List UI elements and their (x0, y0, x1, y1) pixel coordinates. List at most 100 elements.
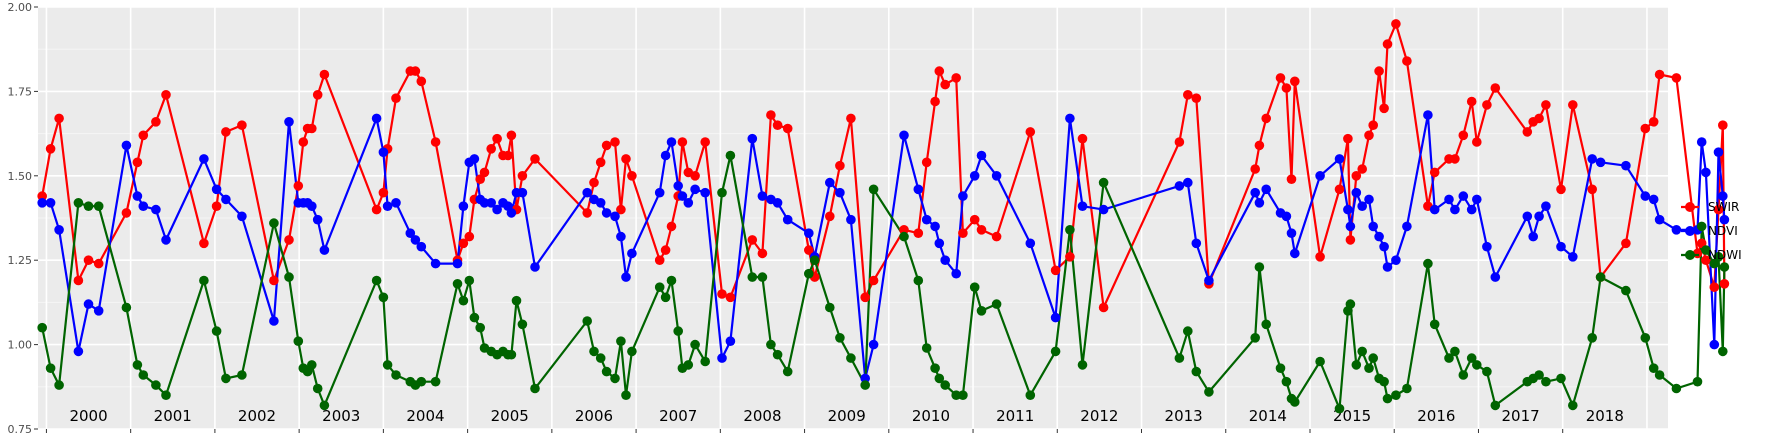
data-point-swir (595, 157, 606, 168)
data-point-swir (860, 292, 870, 303)
data-point-swir (1718, 120, 1728, 130)
data-point-ndvi (1065, 113, 1075, 124)
data-point-ndvi (382, 201, 393, 211)
data-point-swir (1490, 83, 1501, 93)
data-point-ndwi (1541, 376, 1551, 387)
data-point-ndvi (677, 191, 688, 201)
data-point-ndwi (1621, 285, 1631, 296)
data-point-ndvi (1541, 201, 1551, 211)
data-point-ndvi (627, 248, 637, 259)
data-point-ndvi (595, 198, 606, 208)
data-point-ndvi (1261, 184, 1271, 195)
data-point-ndvi (45, 198, 56, 208)
data-point-swir (627, 171, 637, 181)
data-point-swir (1429, 167, 1440, 178)
data-point-swir (747, 235, 758, 245)
data-point-ndvi (825, 177, 835, 188)
data-point-ndwi (673, 326, 683, 336)
data-point-ndvi (486, 198, 497, 208)
data-point-ndwi (284, 272, 294, 282)
data-point-ndwi (747, 272, 758, 282)
data-point-ndwi (1368, 353, 1378, 363)
data-point-ndwi (683, 360, 694, 370)
data-point-ndwi (199, 275, 209, 286)
data-point-ndwi (1334, 403, 1345, 414)
data-point-ndwi (132, 360, 143, 370)
series-points (37, 19, 1730, 414)
data-point-swir (464, 231, 475, 242)
data-point-ndwi (846, 353, 856, 363)
data-point-swir (930, 96, 940, 107)
data-point-ndwi (666, 275, 677, 286)
data-point-ndwi (1402, 383, 1412, 394)
data-point-ndwi (1391, 390, 1401, 401)
data-point-ndvi (951, 268, 961, 279)
data-point-ndwi (766, 339, 776, 350)
data-point-ndwi (1671, 383, 1682, 394)
data-point-ndwi (582, 316, 592, 326)
data-point-swir (899, 225, 909, 235)
data-point-ndwi (1482, 366, 1492, 377)
data-point-ndwi (121, 302, 132, 313)
data-point-swir (934, 66, 945, 76)
legend: SWIR NDVI NDWI (1681, 200, 1742, 262)
data-point-ndwi (921, 343, 932, 353)
data-point-ndvi (1281, 211, 1292, 222)
data-point-swir (1275, 73, 1286, 83)
data-point-swir (1379, 103, 1389, 114)
data-point-ndwi (1534, 370, 1544, 380)
data-point-ndvi (940, 255, 950, 265)
data-point-ndvi (284, 117, 294, 127)
data-point-ndwi (391, 370, 401, 380)
data-point-ndwi (913, 275, 924, 286)
data-point-ndvi (492, 204, 502, 215)
data-point-swir (1364, 130, 1374, 141)
data-point-ndwi (1458, 370, 1469, 380)
year-label: 2016 (1417, 407, 1455, 425)
data-point-ndvi (1587, 154, 1597, 164)
data-point-ndwi (1183, 326, 1193, 336)
legend-key-point (1685, 202, 1695, 212)
data-point-ndwi (416, 376, 427, 387)
year-label: 2014 (1249, 407, 1287, 425)
data-point-swir (757, 248, 768, 259)
data-point-ndvi (1568, 251, 1578, 262)
data-point-ndwi (660, 292, 671, 303)
data-point-swir (835, 160, 845, 171)
data-point-swir (121, 208, 132, 218)
data-point-ndwi (1450, 346, 1460, 357)
data-point-ndvi (660, 150, 671, 161)
data-point-ndvi (1648, 194, 1659, 205)
data-point-swir (1640, 123, 1651, 134)
data-point-ndvi (469, 154, 480, 164)
data-point-ndvi (1556, 241, 1566, 252)
data-point-ndwi (211, 326, 222, 336)
data-point-ndvi (1466, 204, 1477, 215)
data-point-ndvi (269, 316, 279, 326)
data-point-swir (161, 90, 171, 100)
data-point-swir (93, 258, 104, 269)
data-point-ndwi (1648, 363, 1659, 374)
data-point-ndvi (804, 228, 814, 238)
data-point-ndwi (1696, 221, 1707, 232)
data-point-ndvi (416, 241, 427, 252)
data-point-swir (1191, 93, 1202, 103)
data-point-ndwi (45, 363, 56, 374)
data-point-ndvi (747, 133, 758, 144)
data-point-swir (825, 211, 835, 222)
data-point-ndwi (530, 383, 540, 394)
data-point-ndwi (1174, 353, 1185, 363)
data-point-swir (1402, 56, 1412, 66)
legend-label: NDWI (1708, 248, 1742, 262)
data-point-ndwi (54, 380, 64, 390)
data-point-ndvi (319, 245, 330, 255)
data-point-ndvi (1458, 191, 1469, 201)
data-point-ndwi (1098, 177, 1109, 188)
data-point-ndwi (1364, 363, 1374, 374)
data-point-ndwi (991, 299, 1002, 309)
data-point-ndwi (1640, 333, 1651, 343)
data-point-swir (1368, 120, 1378, 130)
data-point-swir (1345, 235, 1356, 245)
legend-key-point (1685, 250, 1695, 260)
data-point-swir (958, 228, 968, 238)
